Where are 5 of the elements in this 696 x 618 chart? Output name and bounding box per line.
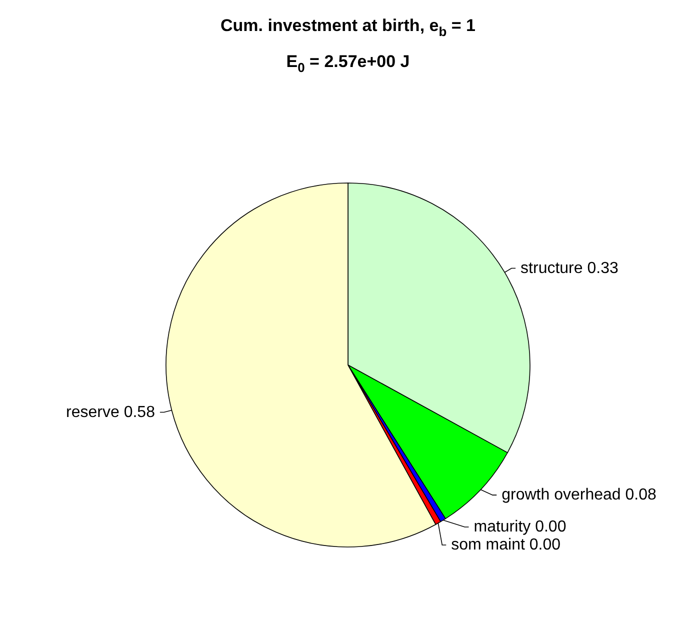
slice-label: reserve 0.58 bbox=[66, 404, 156, 421]
slice-label: som maint 0.00 bbox=[451, 536, 561, 554]
slice-label: maturity 0.00 bbox=[474, 518, 566, 536]
slice-label: structure 0.33 bbox=[520, 260, 618, 277]
slice-label: growth overhead 0.08 bbox=[502, 486, 656, 504]
